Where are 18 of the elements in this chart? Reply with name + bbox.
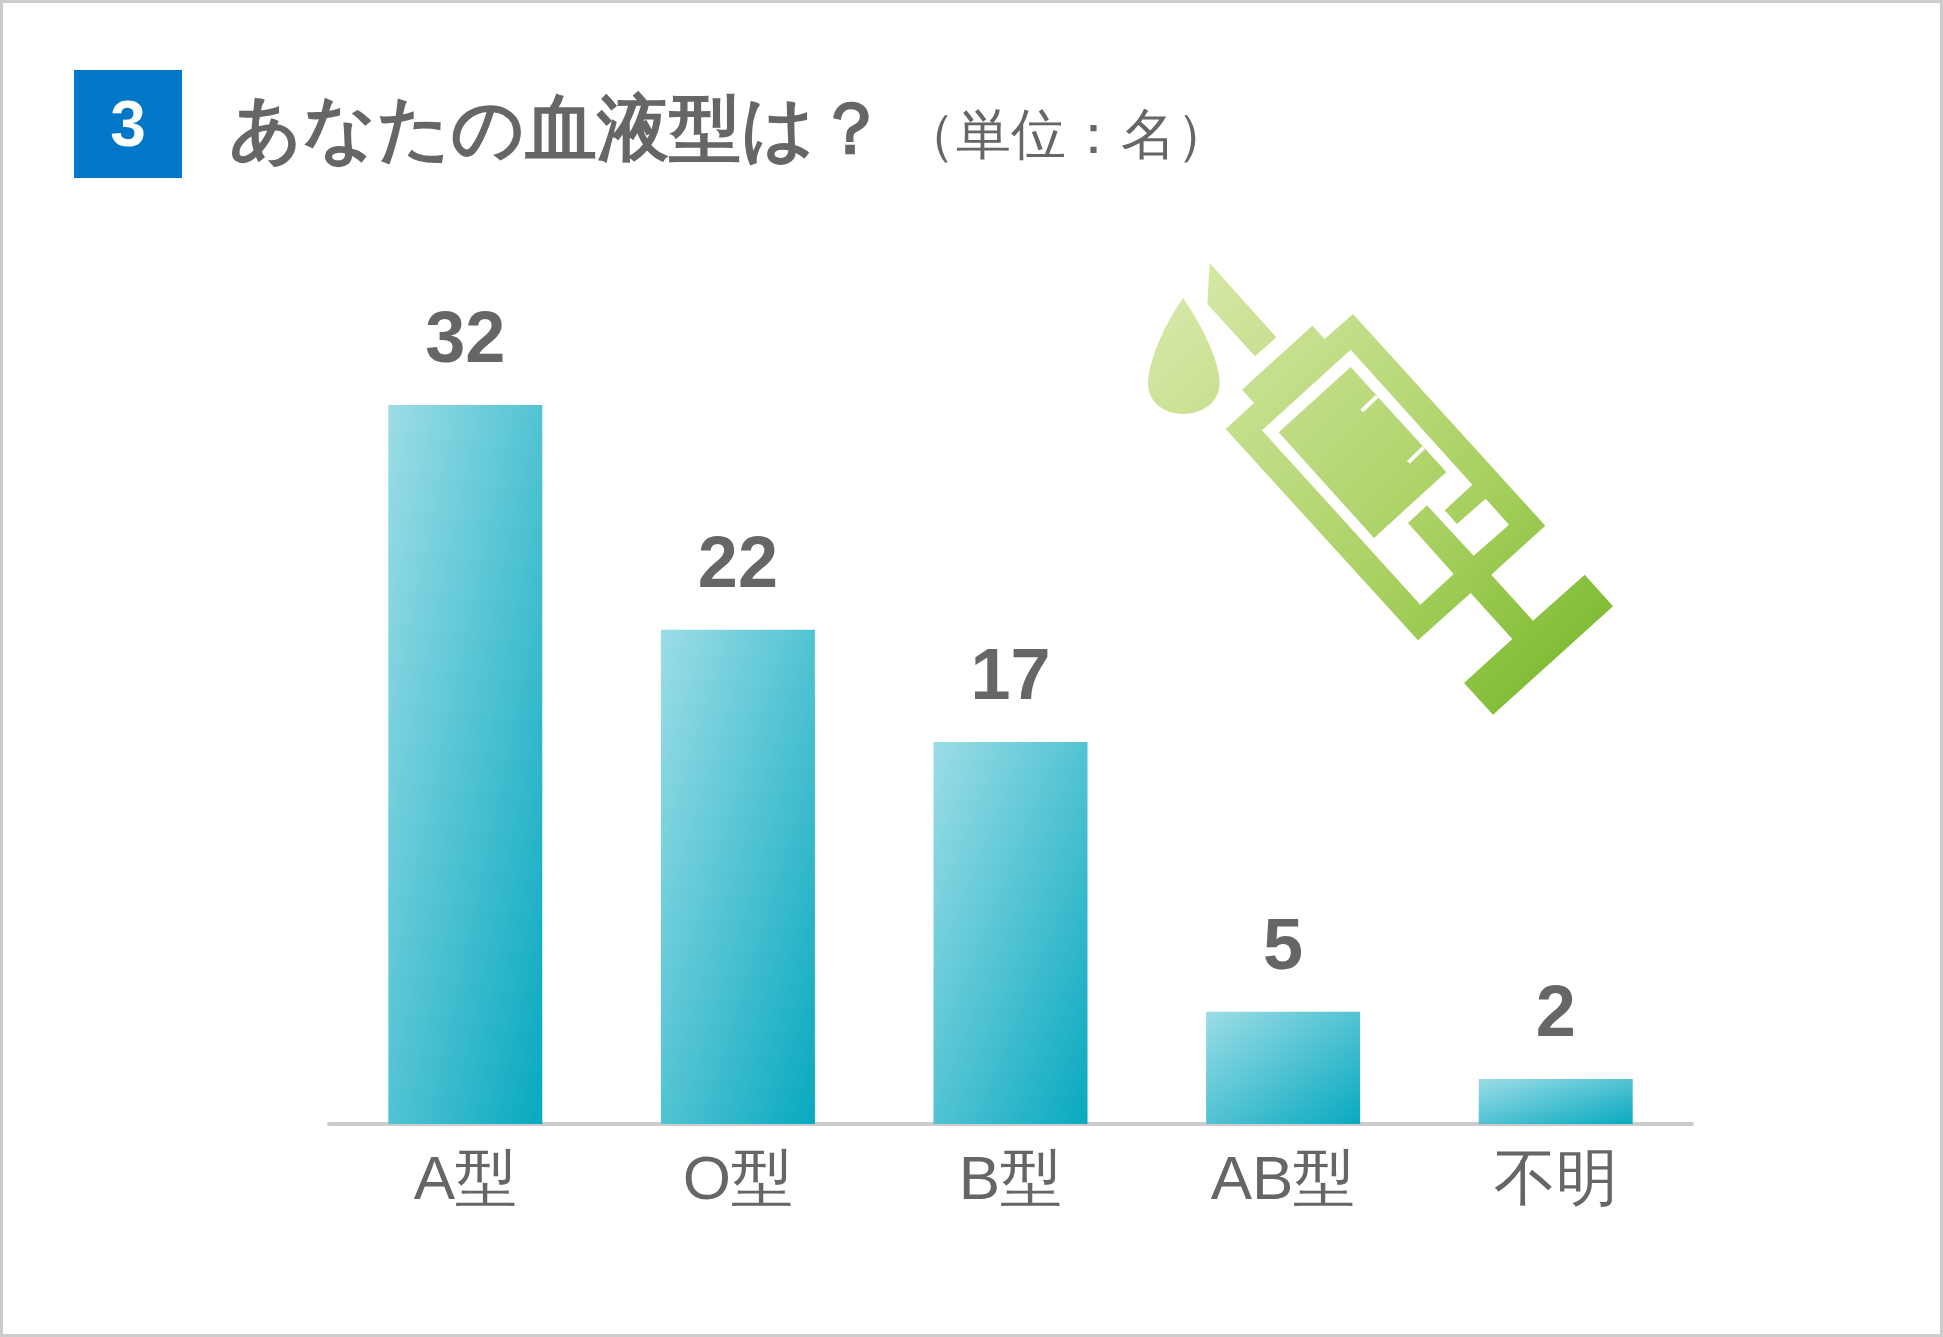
x-tick-label: O型 — [682, 1142, 794, 1212]
bar — [1478, 1079, 1633, 1124]
bar — [388, 405, 543, 1124]
data-label: 22 — [697, 521, 778, 602]
chart-title: あなたの血液型は？ — [229, 88, 887, 168]
bar — [933, 742, 1088, 1124]
x-tick-label: A型 — [413, 1142, 517, 1212]
text: 3 — [74, 70, 182, 178]
data-label: 17 — [970, 634, 1051, 715]
x-tick-label: B型 — [958, 1142, 1063, 1212]
data-label: 32 — [425, 297, 506, 377]
x-tick-label: 不明 — [1493, 1142, 1618, 1212]
x-tick-label: AB型 — [1210, 1142, 1356, 1212]
data-label: 2 — [1535, 971, 1576, 1052]
bar — [660, 629, 815, 1124]
data-label: 5 — [1263, 903, 1304, 984]
bar — [1206, 1011, 1361, 1124]
chart-subtitle: （単位：名） — [901, 103, 1231, 165]
